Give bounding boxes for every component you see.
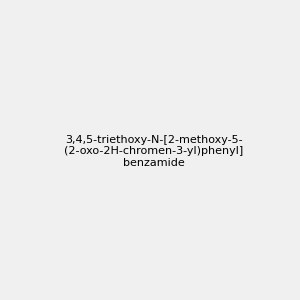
Text: 3,4,5-triethoxy-N-[2-methoxy-5-
(2-oxo-2H-chromen-3-yl)phenyl]
benzamide: 3,4,5-triethoxy-N-[2-methoxy-5- (2-oxo-2… — [64, 135, 243, 168]
